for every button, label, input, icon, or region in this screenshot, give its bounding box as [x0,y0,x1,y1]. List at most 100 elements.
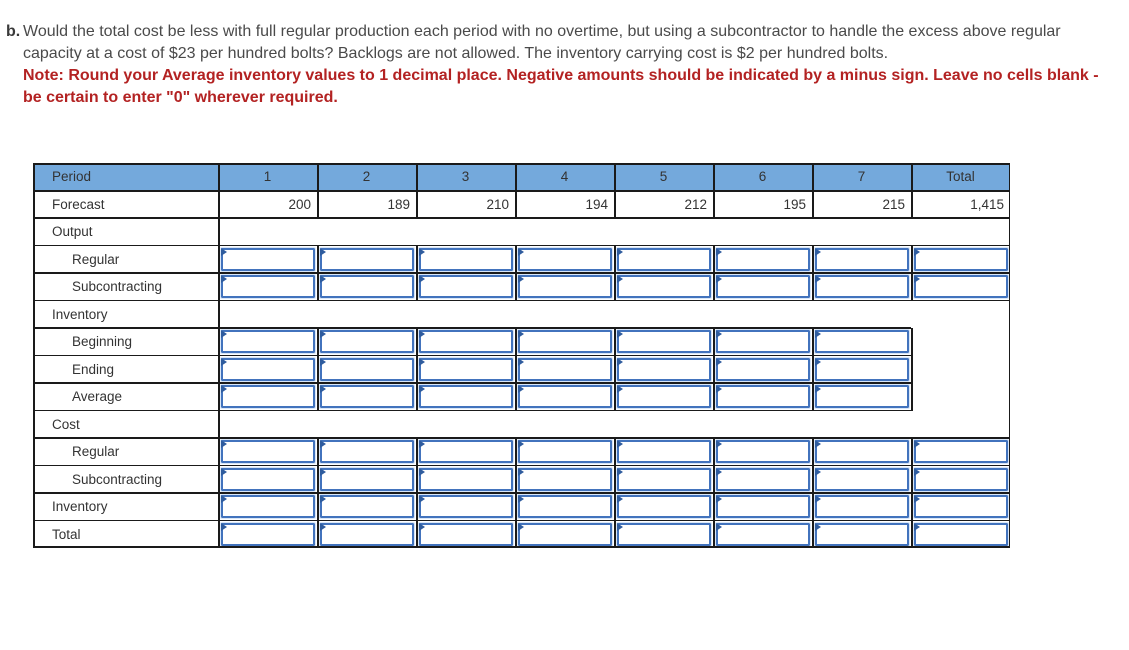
answer-cell-inventory-cost-total[interactable] [912,494,1009,519]
answer-cell-cost-regular-period-2[interactable] [318,439,415,464]
answer-input-inventory-average-period-5[interactable] [616,385,711,408]
answer-cell-cost-regular-period-5[interactable] [615,439,712,464]
answer-input-total-period-2[interactable] [319,522,414,546]
answer-input-total-period-4[interactable] [517,522,612,546]
answer-input-output-subcontracting-period-4[interactable] [517,275,612,298]
answer-input-inventory-average-period-6[interactable] [715,385,810,408]
answer-cell-inventory-beginning-period-6[interactable] [714,329,811,354]
answer-input-inventory-ending-period-2[interactable] [319,357,414,381]
answer-cell-inventory-cost-period-5[interactable] [615,494,712,519]
answer-input-cost-regular-period-7[interactable] [814,440,909,463]
answer-cell-inventory-ending-period-5[interactable] [615,356,712,382]
answer-input-output-regular-period-3[interactable] [418,247,513,271]
answer-input-output-subcontracting-period-6[interactable] [715,275,810,298]
answer-input-output-regular-period-5[interactable] [616,247,711,271]
answer-cell-total-period-5[interactable] [615,521,712,547]
answer-cell-inventory-average-period-5[interactable] [615,384,712,409]
answer-cell-cost-subcontracting-period-1[interactable] [219,466,316,492]
answer-input-inventory-cost-period-3[interactable] [418,495,513,518]
answer-cell-output-subcontracting-period-4[interactable] [516,274,613,299]
answer-cell-output-regular-period-3[interactable] [417,246,514,272]
answer-cell-cost-subcontracting-period-7[interactable] [813,466,910,492]
answer-input-cost-regular-total[interactable] [913,440,1008,463]
answer-cell-output-regular-period-4[interactable] [516,246,613,272]
answer-input-inventory-beginning-period-2[interactable] [319,330,414,353]
answer-cell-total-period-3[interactable] [417,521,514,547]
answer-cell-output-regular-period-6[interactable] [714,246,811,272]
answer-input-cost-regular-period-5[interactable] [616,440,711,463]
answer-input-cost-subcontracting-period-2[interactable] [319,467,414,491]
answer-cell-output-subcontracting-period-6[interactable] [714,274,811,299]
answer-input-inventory-cost-period-7[interactable] [814,495,909,518]
answer-input-output-regular-period-6[interactable] [715,247,810,271]
answer-cell-output-subcontracting-period-1[interactable] [219,274,316,299]
answer-cell-output-regular-total[interactable] [912,246,1009,272]
answer-cell-cost-regular-period-1[interactable] [219,439,316,464]
answer-input-cost-regular-period-6[interactable] [715,440,810,463]
answer-input-inventory-beginning-period-6[interactable] [715,330,810,353]
answer-cell-inventory-average-period-6[interactable] [714,384,811,409]
answer-input-inventory-beginning-period-5[interactable] [616,330,711,353]
answer-cell-inventory-beginning-period-2[interactable] [318,329,415,354]
answer-cell-total-period-7[interactable] [813,521,910,547]
answer-cell-inventory-cost-period-4[interactable] [516,494,613,519]
answer-cell-cost-subcontracting-period-2[interactable] [318,466,415,492]
answer-cell-inventory-average-period-7[interactable] [813,384,910,409]
answer-cell-inventory-cost-period-6[interactable] [714,494,811,519]
answer-input-output-subcontracting-period-7[interactable] [814,275,909,298]
answer-input-inventory-ending-period-5[interactable] [616,357,711,381]
answer-cell-output-regular-period-1[interactable] [219,246,316,272]
answer-cell-inventory-beginning-period-1[interactable] [219,329,316,354]
answer-input-output-subcontracting-period-5[interactable] [616,275,711,298]
answer-cell-output-subcontracting-period-5[interactable] [615,274,712,299]
answer-cell-output-subcontracting-period-3[interactable] [417,274,514,299]
answer-cell-output-regular-period-7[interactable] [813,246,910,272]
answer-input-total-period-3[interactable] [418,522,513,546]
answer-cell-inventory-cost-period-3[interactable] [417,494,514,519]
answer-input-inventory-ending-period-3[interactable] [418,357,513,381]
answer-input-total-period-6[interactable] [715,522,810,546]
answer-cell-inventory-ending-period-2[interactable] [318,356,415,382]
answer-input-inventory-cost-period-4[interactable] [517,495,612,518]
answer-input-total-period-5[interactable] [616,522,711,546]
answer-cell-inventory-beginning-period-3[interactable] [417,329,514,354]
answer-cell-output-regular-period-5[interactable] [615,246,712,272]
answer-input-output-subcontracting-period-3[interactable] [418,275,513,298]
answer-cell-output-subcontracting-total[interactable] [912,274,1009,299]
answer-input-total-total[interactable] [913,522,1008,546]
answer-input-cost-subcontracting-period-6[interactable] [715,467,810,491]
answer-input-inventory-average-period-4[interactable] [517,385,612,408]
answer-input-cost-subcontracting-period-4[interactable] [517,467,612,491]
answer-input-inventory-ending-period-1[interactable] [220,357,315,381]
answer-cell-total-period-1[interactable] [219,521,316,547]
answer-input-cost-subcontracting-period-7[interactable] [814,467,909,491]
answer-cell-inventory-ending-period-1[interactable] [219,356,316,382]
answer-input-cost-regular-period-3[interactable] [418,440,513,463]
answer-cell-output-subcontracting-period-7[interactable] [813,274,910,299]
answer-cell-inventory-cost-period-2[interactable] [318,494,415,519]
answer-cell-inventory-beginning-period-4[interactable] [516,329,613,354]
answer-cell-cost-subcontracting-period-5[interactable] [615,466,712,492]
answer-cell-output-regular-period-2[interactable] [318,246,415,272]
answer-cell-cost-subcontracting-period-3[interactable] [417,466,514,492]
answer-cell-inventory-average-period-4[interactable] [516,384,613,409]
answer-input-output-subcontracting-period-2[interactable] [319,275,414,298]
answer-input-inventory-average-period-3[interactable] [418,385,513,408]
answer-cell-inventory-ending-period-4[interactable] [516,356,613,382]
answer-cell-cost-subcontracting-period-6[interactable] [714,466,811,492]
answer-input-total-period-7[interactable] [814,522,909,546]
answer-input-output-regular-period-1[interactable] [220,247,315,271]
answer-input-cost-regular-period-4[interactable] [517,440,612,463]
answer-cell-cost-regular-total[interactable] [912,439,1009,464]
answer-cell-cost-regular-period-6[interactable] [714,439,811,464]
answer-cell-cost-regular-period-3[interactable] [417,439,514,464]
answer-input-inventory-beginning-period-3[interactable] [418,330,513,353]
answer-input-inventory-cost-period-6[interactable] [715,495,810,518]
answer-cell-inventory-beginning-period-5[interactable] [615,329,712,354]
answer-input-inventory-beginning-period-7[interactable] [814,330,909,353]
answer-input-inventory-average-period-7[interactable] [814,385,909,408]
answer-input-cost-regular-period-1[interactable] [220,440,315,463]
answer-input-inventory-cost-period-1[interactable] [220,495,315,518]
answer-cell-inventory-ending-period-3[interactable] [417,356,514,382]
answer-input-output-subcontracting-total[interactable] [913,275,1008,298]
